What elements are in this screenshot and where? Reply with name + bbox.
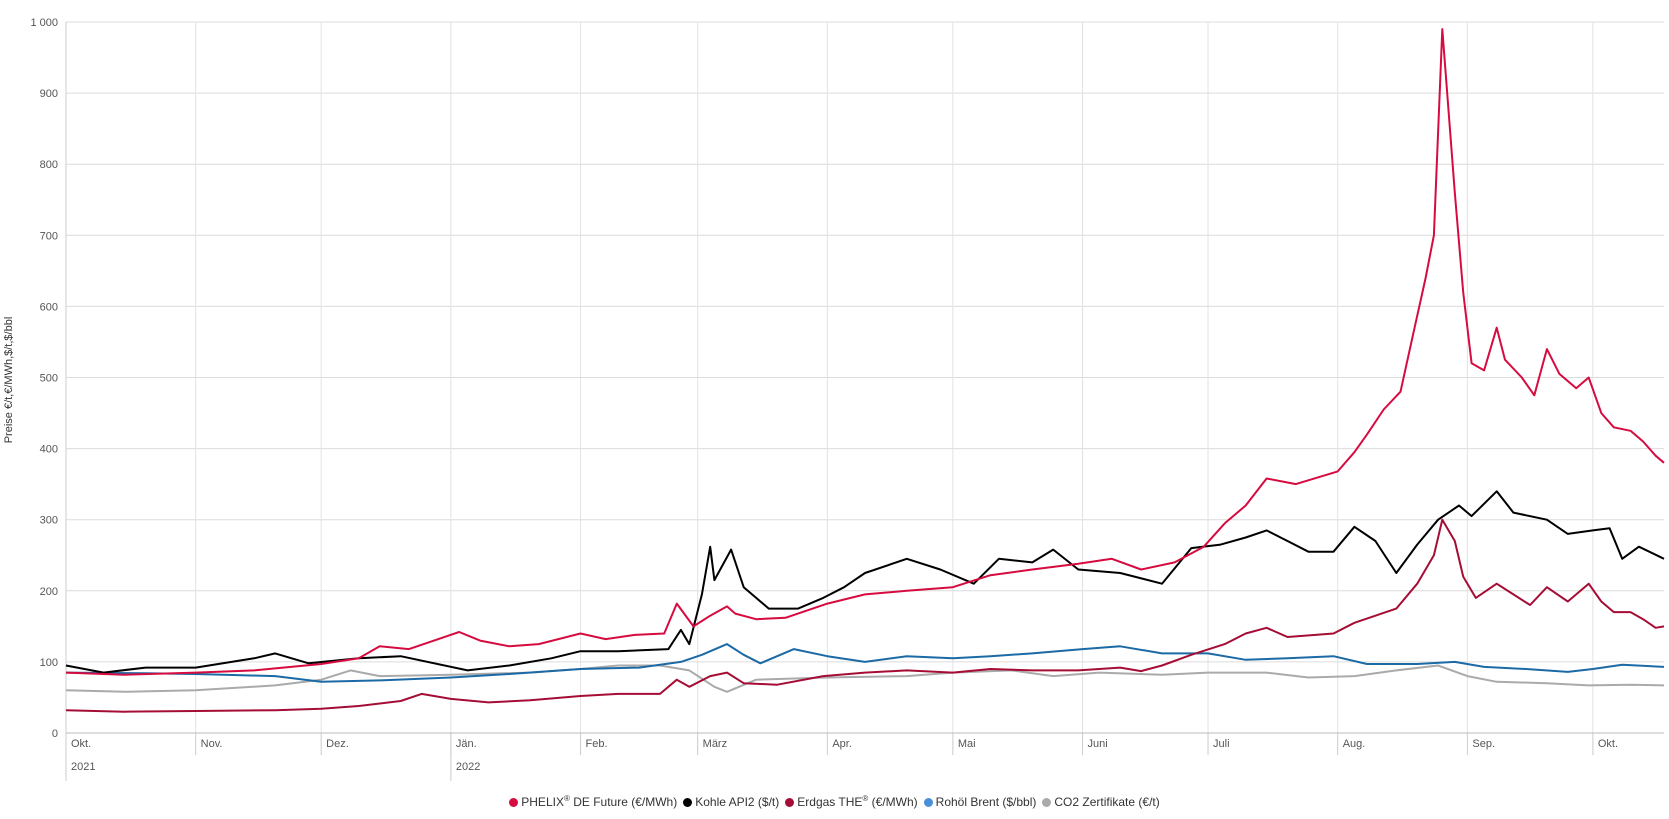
x-tick-label: Jän.: [456, 738, 477, 750]
x-tick-label: Mai: [958, 738, 976, 750]
y-tick-label: 1 000: [30, 17, 58, 29]
year-label: 2022: [456, 761, 480, 773]
y-tick-label: 200: [40, 586, 58, 598]
x-tick-label: Apr.: [832, 738, 852, 750]
series-line-0: [65, 28, 1665, 676]
legend-label-sup: ®: [862, 794, 869, 803]
legend-item-2[interactable]: Erdgas THE® (€/MWh): [785, 794, 918, 809]
x-tick-label: März: [703, 738, 727, 750]
y-tick-label: 0: [52, 728, 58, 740]
y-gridlines: [66, 21, 1664, 734]
x-tick-label: Juni: [1088, 738, 1108, 750]
axes: [65, 22, 1664, 781]
y-tick-label: 900: [40, 88, 58, 100]
x-tick-label: Aug.: [1343, 738, 1366, 750]
y-axis-title: Preise €/t,€/MWh,$/t,$/bbl: [3, 317, 15, 444]
legend-dot-icon: [923, 798, 933, 807]
x-tick-label: Okt.: [71, 738, 91, 750]
legend-item-4[interactable]: CO2 Zertifikate (€/t): [1042, 795, 1160, 809]
legend-label: CO2 Zertifikate (€/t): [1054, 795, 1160, 809]
y-tick-label: 500: [40, 373, 58, 385]
series-layer: [65, 28, 1665, 713]
x-tick-label: Feb.: [586, 738, 608, 750]
series-line-2: [65, 518, 1665, 713]
legend-item-3[interactable]: Rohöl Brent ($/bbl): [923, 795, 1037, 809]
legend-label-sup: ®: [563, 794, 570, 803]
legend-label: PHELIX: [521, 795, 564, 809]
legend-dot-icon: [683, 798, 693, 807]
legend-dot-icon: [509, 798, 519, 807]
axis-labels: 0 100 200 300 400 500 600 700 800 900 1 000 Okt. Nov…: [30, 17, 1618, 773]
x-tick-label: Dez.: [326, 738, 349, 750]
legend-item-0[interactable]: PHELIX® DE Future (€/MWh): [509, 794, 677, 809]
y-tick-label: 700: [40, 230, 58, 242]
x-tick-label: Nov.: [201, 738, 223, 750]
legend-label: Kohle API2 ($/t): [695, 795, 780, 809]
y-tick-label: 800: [40, 159, 58, 171]
year-label: 2021: [71, 761, 95, 773]
y-tick-label: 600: [40, 301, 58, 313]
legend: PHELIX® DE Future (€/MWh) Kohle API2 ($/t…: [0, 794, 1669, 809]
series-line-3: [65, 643, 1665, 683]
series-line-1: [65, 490, 1665, 674]
y-tick-label: 400: [40, 444, 58, 456]
legend-label: Erdgas THE: [797, 795, 863, 809]
x-tick-label: Sep.: [1472, 738, 1495, 750]
x-tick-label: Okt.: [1598, 738, 1618, 750]
x-tick-label: Juli: [1213, 738, 1230, 750]
series-line-4: [65, 664, 1665, 693]
legend-dot-icon: [785, 798, 795, 807]
legend-item-1[interactable]: Kohle API2 ($/t): [683, 795, 779, 809]
y-tick-label: 100: [40, 657, 58, 669]
y-tick-label: 300: [40, 515, 58, 527]
legend-label-rest: (€/MWh): [868, 795, 918, 809]
legend-dot-icon: [1042, 798, 1052, 807]
legend-label: Rohöl Brent ($/bbl): [935, 795, 1037, 809]
legend-label-rest: DE Future (€/MWh): [569, 795, 678, 809]
